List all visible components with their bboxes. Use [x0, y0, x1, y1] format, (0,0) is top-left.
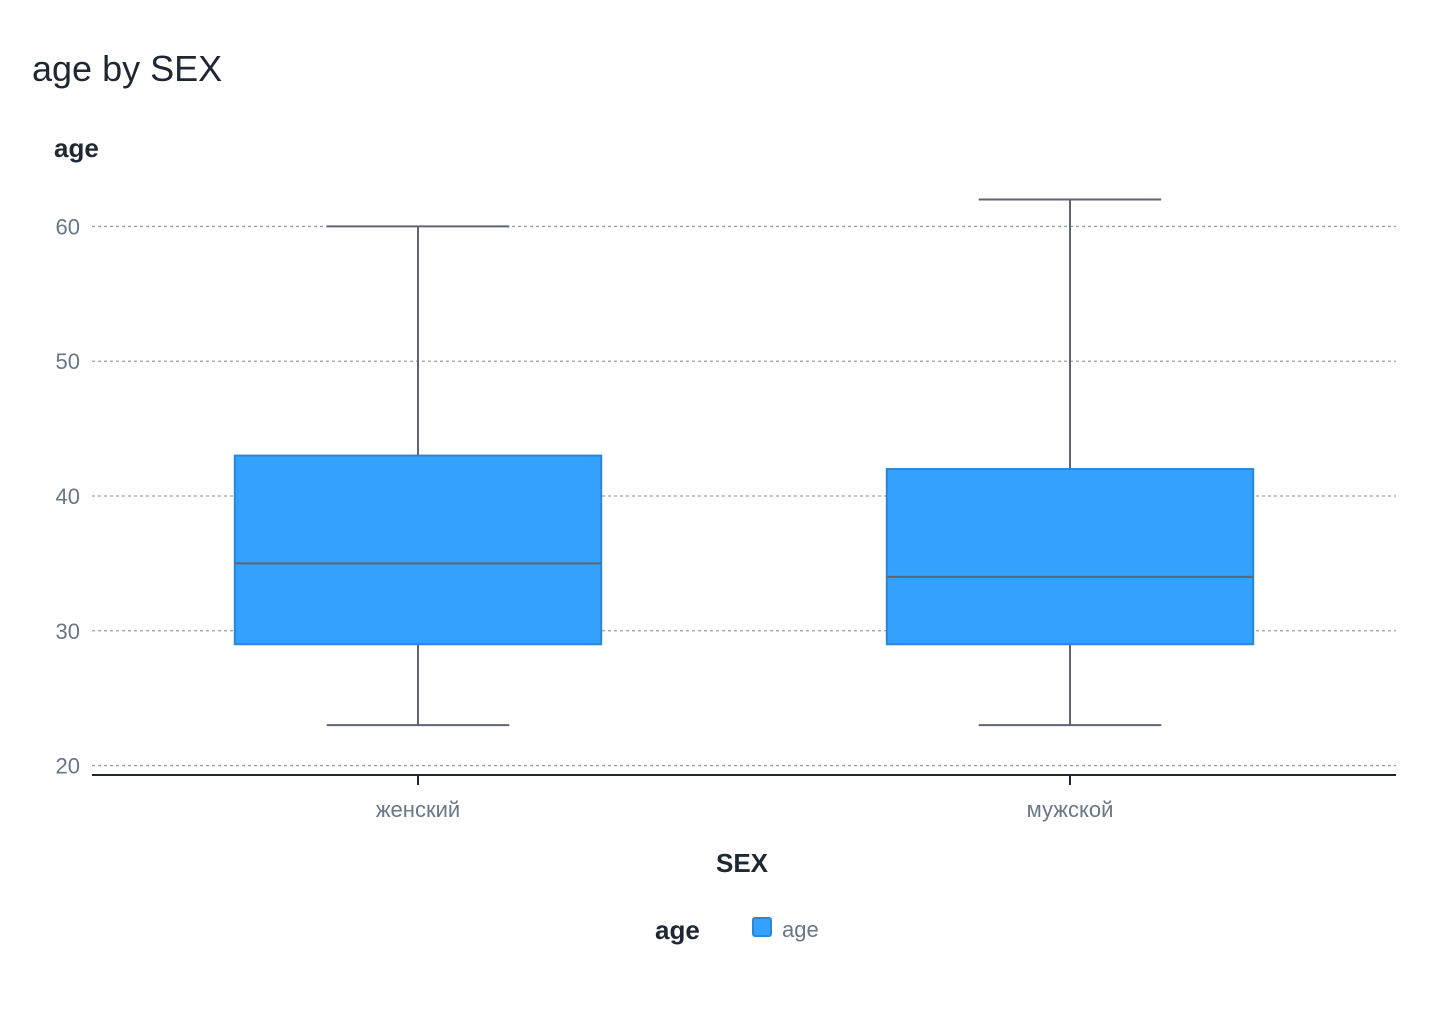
box-iqr: [885, 468, 1255, 646]
y-tick-label: 50: [56, 349, 80, 374]
y-tick-label: 60: [56, 214, 80, 239]
legend: age age: [655, 915, 819, 945]
legend-swatch: [752, 917, 772, 937]
box-iqr: [233, 454, 603, 646]
box-1: [233, 225, 603, 727]
legend-item-label: age: [782, 917, 819, 942]
boxes-layer: [233, 198, 1255, 727]
y-tick-label: 20: [56, 754, 80, 779]
box-2: [885, 198, 1255, 727]
y-tick-label: 30: [56, 619, 80, 644]
chart-title: age by SEX: [32, 48, 223, 89]
x-tick-label: женский: [376, 797, 460, 822]
x-axis-title: SEX: [716, 848, 769, 878]
legend-title: age: [655, 915, 700, 945]
y-axis-tick-labels: 20 30 40 50 60: [56, 214, 80, 778]
x-tick-label: мужской: [1027, 797, 1114, 822]
y-axis-title: age: [54, 133, 99, 163]
x-axis: женский мужской: [92, 774, 1396, 822]
y-tick-label: 40: [56, 484, 80, 509]
